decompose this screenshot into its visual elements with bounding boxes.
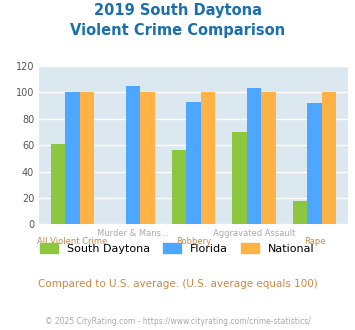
Bar — [140, 92, 155, 224]
Bar — [307, 103, 322, 224]
Text: All Violent Crime: All Violent Crime — [37, 237, 108, 246]
Legend: South Daytona, Florida, National: South Daytona, Florida, National — [36, 239, 319, 258]
Text: © 2025 CityRating.com - https://www.cityrating.com/crime-statistics/: © 2025 CityRating.com - https://www.city… — [45, 317, 310, 326]
Bar — [293, 201, 307, 224]
Bar — [65, 92, 80, 224]
Bar — [126, 86, 140, 224]
Bar — [322, 92, 337, 224]
Bar — [172, 150, 186, 224]
Text: Aggravated Assault: Aggravated Assault — [213, 229, 295, 238]
Text: Rape: Rape — [304, 237, 325, 246]
Bar — [201, 92, 215, 224]
Bar — [261, 92, 276, 224]
Bar — [232, 132, 247, 224]
Bar — [247, 88, 261, 224]
Text: Robbery: Robbery — [176, 237, 211, 246]
Bar — [186, 102, 201, 224]
Text: Violent Crime Comparison: Violent Crime Comparison — [70, 23, 285, 38]
Text: 2019 South Daytona: 2019 South Daytona — [93, 3, 262, 18]
Bar — [50, 144, 65, 224]
Text: Murder & Mans...: Murder & Mans... — [97, 229, 169, 238]
Bar — [80, 92, 94, 224]
Text: Compared to U.S. average. (U.S. average equals 100): Compared to U.S. average. (U.S. average … — [38, 279, 317, 289]
